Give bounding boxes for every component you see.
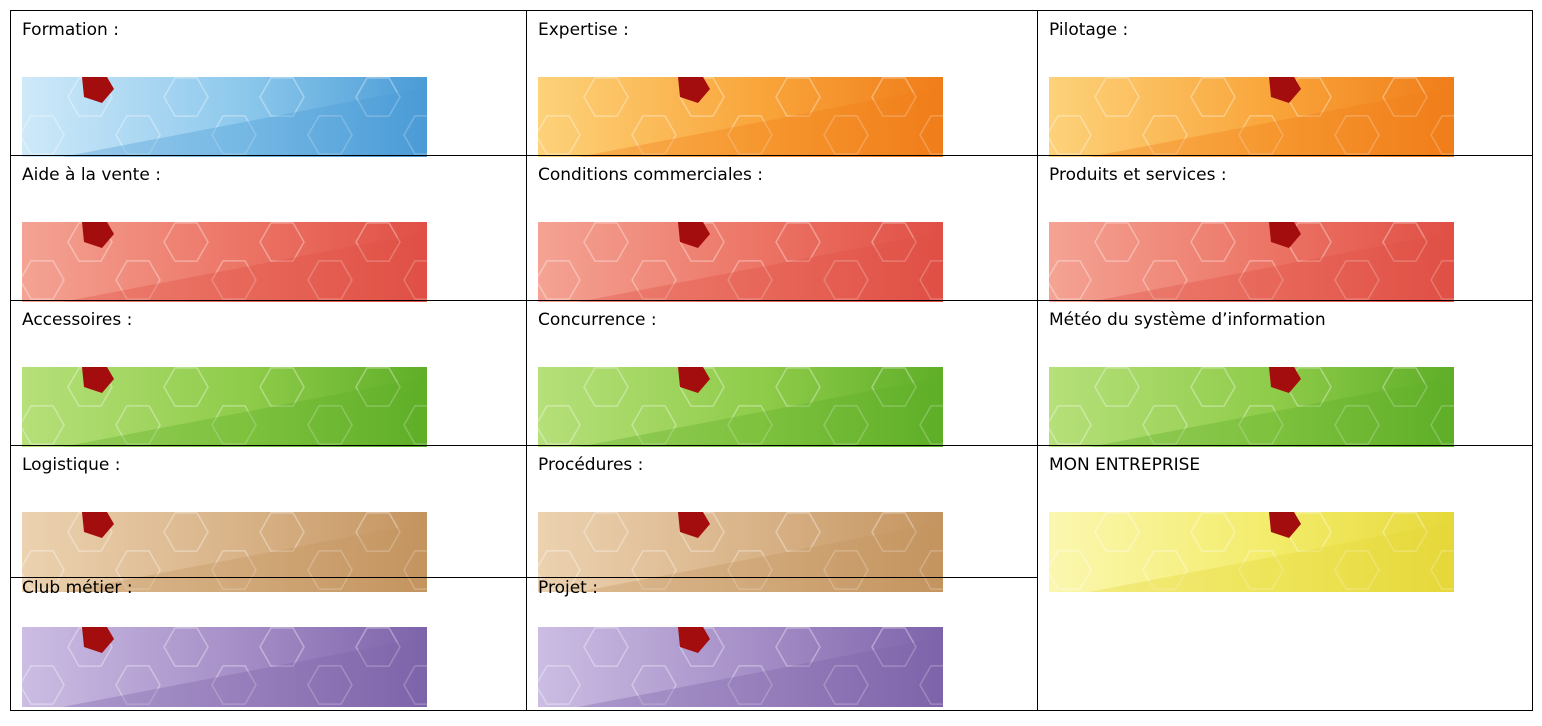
- table-cell: Aide à la vente :: [10, 155, 527, 302]
- banner-image: [538, 77, 943, 157]
- table-cell: Expertise :: [526, 10, 1038, 157]
- table-cell: Club métier :: [10, 577, 527, 711]
- cell-label: Aide à la vente :: [22, 165, 161, 185]
- table-cell: MON ENTREPRISE: [1037, 445, 1533, 711]
- cell-label: Expertise :: [538, 20, 629, 40]
- cell-label: Accessoires :: [22, 310, 133, 330]
- cell-label: Concurrence :: [538, 310, 657, 330]
- table-cell: Conditions commerciales :: [526, 155, 1038, 302]
- table-cell: Projet :: [526, 577, 1038, 711]
- banner-image: [1049, 512, 1454, 592]
- banner-image: [538, 512, 943, 592]
- cell-label: Météo du système d’information: [1049, 310, 1326, 330]
- table-cell: Procédures :: [526, 445, 1038, 592]
- table-cell: Produits et services :: [1037, 155, 1533, 302]
- cell-label: Projet :: [538, 578, 598, 598]
- table-cell: Météo du système d’information: [1037, 300, 1533, 447]
- table-cell: Formation :: [10, 10, 527, 157]
- cell-label: MON ENTREPRISE: [1049, 455, 1201, 475]
- banner-image: [1049, 367, 1454, 447]
- banner-image: [22, 222, 427, 302]
- cell-label: Pilotage :: [1049, 20, 1129, 40]
- banner-image: [22, 367, 427, 447]
- banner-image: [22, 77, 427, 157]
- table-cell: Logistique :: [10, 445, 527, 592]
- banner-image: [538, 367, 943, 447]
- banner-image: [538, 627, 943, 707]
- table-cell: Concurrence :: [526, 300, 1038, 447]
- cell-label: Formation :: [22, 20, 119, 40]
- banner-image: [1049, 222, 1454, 302]
- cell-label: Conditions commerciales :: [538, 165, 763, 185]
- cell-label: Procédures :: [538, 455, 644, 475]
- banner-image: [538, 222, 943, 302]
- banner-image: [22, 627, 427, 707]
- cell-label: Produits et services :: [1049, 165, 1227, 185]
- banner-image: [22, 512, 427, 592]
- table-cell: Accessoires :: [10, 300, 527, 447]
- cell-label: Club métier :: [22, 578, 133, 598]
- table-cell: Pilotage :: [1037, 10, 1533, 157]
- cell-label: Logistique :: [22, 455, 121, 475]
- banner-image: [1049, 77, 1454, 157]
